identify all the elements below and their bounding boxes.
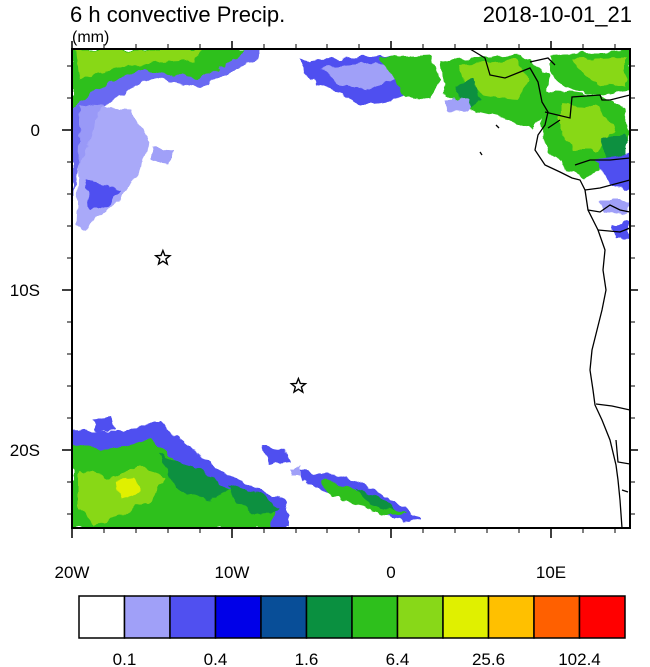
x-tick-label: 0 xyxy=(386,563,395,582)
colorbar-label: 0.1 xyxy=(113,650,137,667)
colorbar-label: 1.6 xyxy=(295,650,319,667)
colorbar-swatch xyxy=(351,595,399,639)
x-tick-label: 20W xyxy=(55,563,90,582)
star-marker-icon xyxy=(289,376,308,394)
colorbar-label: 0.4 xyxy=(204,650,228,667)
station-markers xyxy=(153,248,308,394)
colorbar-swatch xyxy=(169,595,217,639)
star-marker-icon xyxy=(153,248,172,266)
coastlines xyxy=(469,49,630,528)
map-title: 6 h convective Precip. xyxy=(70,2,286,27)
y-tick-label: 20S xyxy=(10,441,40,460)
colorbar: 0.1 0.4 1.6 6.4 25.6 102.4 xyxy=(78,595,626,667)
y-tick-label: 0 xyxy=(31,121,40,140)
map-datetime: 2018-10-01_21 xyxy=(482,2,632,27)
colorbar-swatch xyxy=(533,595,581,639)
colorbar-swatch xyxy=(487,595,535,639)
map-frame xyxy=(71,48,631,529)
colorbar-swatch xyxy=(214,595,262,639)
colorbar-swatch xyxy=(123,595,171,639)
colorbar-swatch xyxy=(578,595,626,639)
colorbar-swatch xyxy=(396,595,444,639)
y-tick-label: 10S xyxy=(10,281,40,300)
x-tick-label: 10E xyxy=(536,563,566,582)
colorbar-label: 25.6 xyxy=(472,650,505,667)
colorbar-swatch xyxy=(442,595,490,639)
x-tick-label: 10W xyxy=(215,563,250,582)
axis-ticks xyxy=(62,41,638,538)
axis-minor-ticks xyxy=(67,44,635,533)
colorbar-label: 6.4 xyxy=(386,650,410,667)
colorbar-swatch xyxy=(78,595,126,639)
precip-field xyxy=(72,49,630,528)
colorbar-swatch xyxy=(305,595,353,639)
colorbar-label: 102.4 xyxy=(558,650,601,667)
colorbar-swatch xyxy=(260,595,308,639)
units-label: (mm) xyxy=(72,29,110,46)
